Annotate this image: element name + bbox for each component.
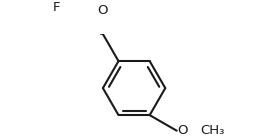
- Text: O: O: [177, 124, 188, 137]
- Text: CH₃: CH₃: [201, 124, 225, 137]
- Text: O: O: [98, 4, 108, 17]
- Text: F: F: [53, 1, 60, 14]
